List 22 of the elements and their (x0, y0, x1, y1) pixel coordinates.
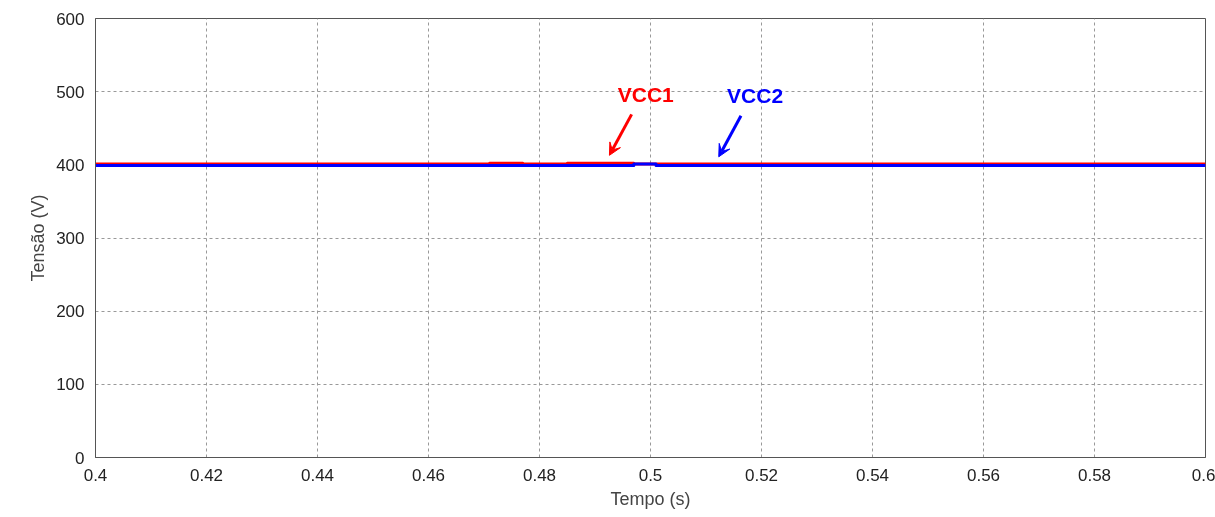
y-tick-label: 200 (56, 302, 85, 322)
x-tick-label: 0.4 (83, 465, 108, 485)
x-tick-label: 0.46 (411, 465, 446, 485)
x-tick-label: 0.52 (744, 465, 779, 485)
y-tick-label: 600 (56, 9, 85, 29)
x-tick-label: 0.56 (966, 465, 1001, 485)
y-tick-label: 100 (56, 375, 85, 395)
x-tick-label: 0.5 (638, 465, 663, 485)
y-tick-label: 300 (56, 229, 85, 248)
x-tick-label: 0.48 (522, 465, 557, 485)
x-tick-label: 0.42 (189, 465, 224, 485)
y-tick-label: 500 (56, 82, 85, 102)
y-tick-label: 0 (75, 448, 85, 468)
x-axis-title: Tempo (s) (610, 488, 691, 509)
y-axis-title: Tensão (V) (28, 194, 49, 282)
x-tick-label: 0.54 (855, 465, 890, 485)
x-tick-label: 0.6 (1191, 465, 1215, 485)
annotation: VCC1 (617, 82, 675, 106)
y-tick-label: 400 (56, 155, 85, 175)
x-tick-label: 0.44 (300, 465, 335, 485)
annotation: VCC2 (727, 84, 784, 108)
x-tick-label: 0.58 (1077, 465, 1112, 485)
